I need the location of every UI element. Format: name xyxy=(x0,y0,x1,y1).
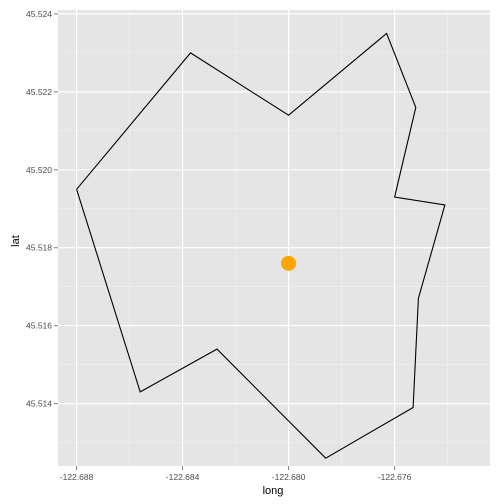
y-tick-label: 45.522 xyxy=(26,87,52,97)
x-tick-label: -122.688 xyxy=(60,472,94,482)
y-tick-label: 45.520 xyxy=(26,165,52,175)
y-axis-title: lat xyxy=(10,235,22,247)
plot-panel xyxy=(58,10,490,466)
major-gridlines xyxy=(58,10,490,466)
points-layer xyxy=(281,255,297,271)
y-tick-label: 45.524 xyxy=(26,9,52,19)
x-axis: -122.688 -122.684 -122.680 -122.676 xyxy=(60,466,412,482)
data-point xyxy=(281,255,297,271)
y-tick-label: 45.518 xyxy=(26,243,52,253)
x-tick-label: -122.684 xyxy=(166,472,200,482)
y-tick-label: 45.514 xyxy=(26,399,52,409)
y-axis: 45.514 45.516 45.518 45.520 45.522 45.524 xyxy=(26,9,58,409)
boundary-polygon xyxy=(76,32,446,459)
x-axis-title: long xyxy=(263,485,284,497)
y-tick-label: 45.516 xyxy=(26,321,52,331)
minor-gridlines xyxy=(58,10,490,466)
x-tick-label: -122.676 xyxy=(378,472,412,482)
x-tick-label: -122.680 xyxy=(272,472,306,482)
